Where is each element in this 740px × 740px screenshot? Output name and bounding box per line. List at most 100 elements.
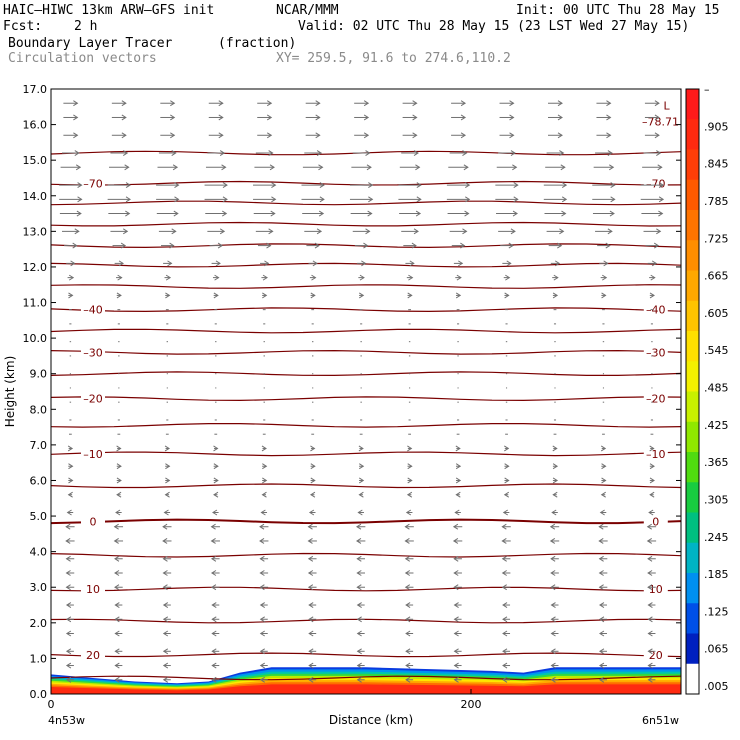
contour-line bbox=[50, 262, 682, 268]
init-time: Init: 00 UTC Thu 28 May 15 bbox=[516, 3, 720, 18]
wind-arrowhead bbox=[65, 648, 72, 655]
wind-arrowhead bbox=[454, 509, 460, 516]
wind-arrowhead bbox=[65, 538, 71, 544]
wind-arrowhead bbox=[312, 260, 318, 267]
wind-arrowhead bbox=[262, 274, 268, 281]
wind-arrowhead bbox=[315, 114, 321, 121]
wind-arrowhead bbox=[502, 602, 508, 608]
wind-arrowhead bbox=[649, 491, 655, 498]
y-tick-label: 9.0 bbox=[30, 368, 48, 381]
contour-label: 20 bbox=[86, 649, 100, 662]
contour-label-bg bbox=[81, 177, 105, 190]
wind-arrowhead bbox=[261, 491, 267, 498]
wind-arrowhead bbox=[365, 228, 371, 235]
wind-arrowhead bbox=[165, 477, 171, 484]
wind-arrowhead bbox=[647, 648, 653, 655]
contour-label: –20 bbox=[83, 393, 103, 406]
wind-arrowhead bbox=[115, 509, 121, 516]
wind-arrowhead bbox=[415, 210, 422, 217]
wind-arrowhead bbox=[453, 676, 459, 683]
wind-arrowhead bbox=[222, 196, 228, 203]
wind-arrowhead bbox=[509, 132, 515, 139]
wind-arrowhead bbox=[407, 292, 413, 299]
wind-arrowhead bbox=[363, 100, 370, 107]
colorbar-swatch bbox=[686, 331, 699, 362]
wind-arrowhead bbox=[647, 676, 653, 683]
wind-arrowhead bbox=[170, 132, 176, 139]
y-tick-label: 12.0 bbox=[23, 261, 48, 274]
colorbar-label: .665 bbox=[704, 270, 729, 283]
colorbar-label: .065 bbox=[704, 643, 729, 656]
wind-arrowhead bbox=[162, 602, 169, 608]
wind-arrowhead bbox=[65, 555, 71, 562]
wind-arrowhead bbox=[75, 164, 82, 171]
contour-label-bg bbox=[81, 447, 105, 460]
contour-label-bg bbox=[643, 346, 668, 359]
wind-arrowhead bbox=[167, 260, 173, 267]
wind-arrowhead bbox=[213, 477, 219, 484]
wind-arrowhead bbox=[124, 164, 130, 171]
wind-arrowhead bbox=[121, 114, 127, 121]
wind-arrowhead bbox=[266, 132, 273, 139]
y-tick-label: 7.0 bbox=[30, 439, 48, 452]
wind-arrowhead bbox=[65, 602, 72, 608]
wind-arrowhead bbox=[647, 555, 653, 562]
contour-line bbox=[50, 200, 682, 206]
wind-arrowhead bbox=[114, 630, 120, 637]
wind-arrowhead bbox=[561, 182, 568, 189]
wind-arrowhead bbox=[266, 242, 272, 249]
wind-arrowhead bbox=[455, 477, 462, 484]
wind-arrowhead bbox=[504, 445, 510, 452]
wind-arrowhead bbox=[456, 274, 462, 281]
wind-arrowhead bbox=[270, 210, 276, 217]
wind-arrowhead bbox=[125, 210, 131, 217]
wind-arrowhead bbox=[656, 228, 662, 235]
wind-arrowhead bbox=[259, 555, 265, 562]
model-title: HAIC–HIWC 13km ARW–GFS init bbox=[3, 3, 215, 18]
wind-arrowhead bbox=[510, 150, 516, 156]
wind-arrowhead bbox=[213, 292, 219, 299]
wind-arrowhead bbox=[455, 292, 462, 299]
wind-arrowhead bbox=[120, 242, 127, 249]
wind-arrowhead bbox=[114, 584, 120, 591]
contour-line bbox=[50, 371, 682, 377]
forecast-value: 2 h bbox=[74, 19, 98, 34]
wind-arrowhead bbox=[658, 182, 665, 189]
wind-arrowhead bbox=[164, 491, 170, 498]
wind-arrowhead bbox=[68, 274, 75, 281]
wind-arrowhead bbox=[413, 150, 419, 156]
contour-label: –40 bbox=[646, 304, 666, 317]
wind-arrowhead bbox=[356, 602, 362, 608]
wind-arrowhead bbox=[214, 274, 220, 281]
wind-arrowhead bbox=[211, 616, 217, 623]
wind-arrowhead bbox=[557, 242, 563, 249]
wind-arrowhead bbox=[73, 132, 79, 139]
wind-arrowhead bbox=[217, 242, 224, 249]
wind-arrowhead bbox=[649, 463, 655, 470]
wind-arrowhead bbox=[408, 274, 414, 281]
wind-arrowhead bbox=[114, 602, 120, 608]
contour-label: –10 bbox=[646, 448, 666, 461]
wind-arrowhead bbox=[405, 630, 411, 637]
contour-line bbox=[50, 618, 682, 624]
wind-arrowhead bbox=[307, 584, 314, 591]
y-tick-label: 15.0 bbox=[23, 154, 48, 167]
wind-arrowhead bbox=[557, 132, 563, 139]
contour-line bbox=[50, 284, 682, 289]
wind-arrowhead bbox=[307, 555, 314, 562]
wind-arrowhead bbox=[452, 523, 459, 530]
wind-arrowhead bbox=[453, 584, 459, 591]
wind-arrowhead bbox=[113, 538, 119, 544]
wind-arrowhead bbox=[116, 292, 122, 299]
wind-arrowhead bbox=[259, 523, 265, 530]
y-tick-label: 14.0 bbox=[23, 190, 48, 203]
wind-arrowhead bbox=[162, 616, 169, 623]
wind-arrowhead bbox=[211, 630, 217, 637]
wind-arrowhead bbox=[67, 491, 73, 498]
contour-line bbox=[50, 307, 682, 313]
wind-arrowhead bbox=[549, 523, 556, 530]
wind-arrowhead bbox=[647, 602, 653, 608]
wind-arrowhead bbox=[458, 260, 464, 267]
wind-arrowhead bbox=[162, 570, 168, 576]
contour-label-bg bbox=[81, 392, 105, 405]
